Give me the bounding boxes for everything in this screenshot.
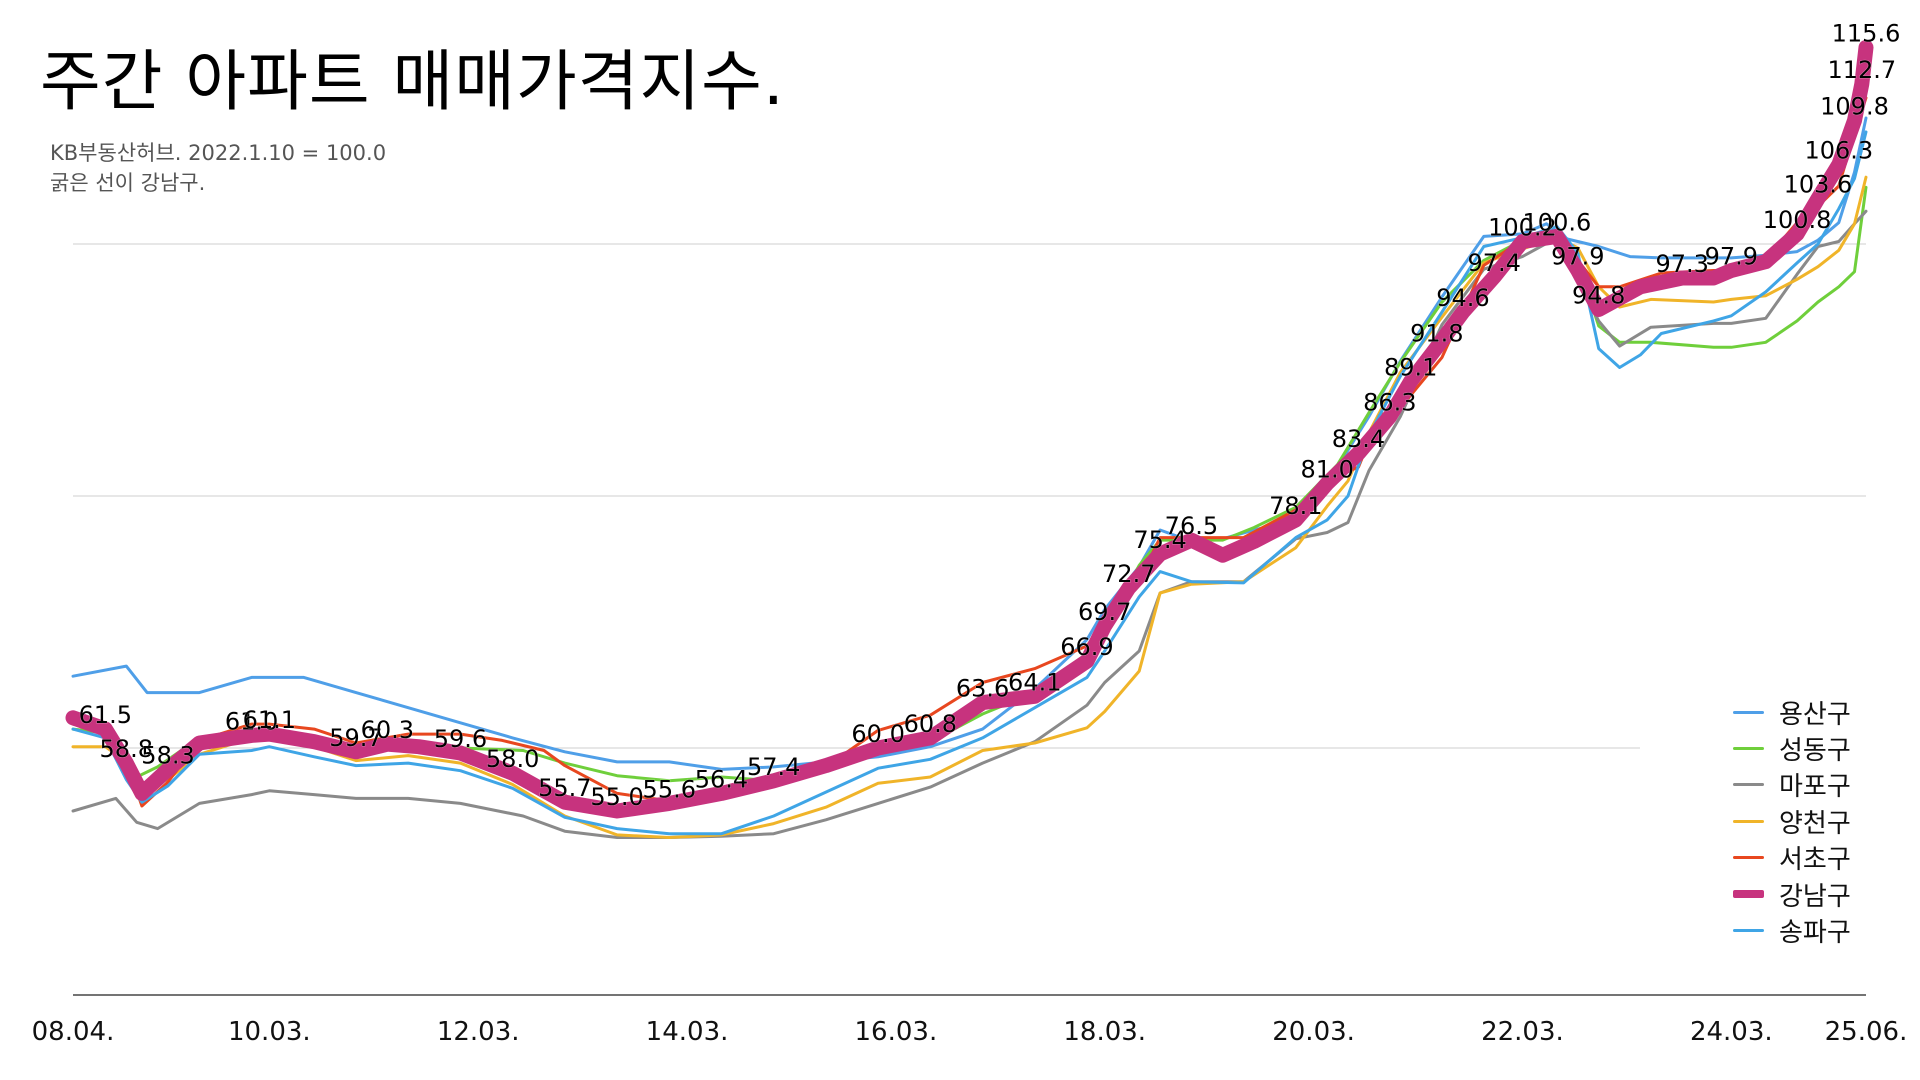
data-label: 60.3: [361, 716, 414, 744]
legend-label: 강남구: [1779, 881, 1851, 912]
legend-item: 송파구: [1733, 912, 1851, 948]
data-label: 109.8: [1820, 93, 1889, 121]
data-label: 59.6: [434, 725, 487, 753]
legend-item: 강남구: [1733, 876, 1851, 912]
legend-item: 마포구: [1733, 767, 1851, 803]
legend-label: 성동구: [1779, 736, 1851, 767]
data-label: 61.1: [243, 706, 296, 734]
x-tick-label: 08.04.: [32, 1017, 115, 1047]
data-label: 94.6: [1436, 284, 1489, 312]
data-label: 89.1: [1384, 353, 1437, 381]
data-label: 55.0: [590, 783, 643, 811]
data-label: 60.0: [851, 720, 904, 748]
data-label: 57.4: [747, 753, 800, 781]
data-label: 106.3: [1804, 137, 1873, 165]
data-label: 61.5: [79, 701, 132, 729]
legend-item: 서초구: [1733, 840, 1851, 876]
x-tick-label: 16.03.: [855, 1017, 938, 1047]
legend-label: 양천구: [1779, 808, 1851, 839]
data-label: 115.6: [1832, 19, 1901, 47]
data-label: 103.6: [1784, 171, 1853, 199]
data-label: 64.1: [1008, 668, 1061, 696]
data-label: 94.8: [1572, 282, 1625, 310]
data-label: 76.5: [1165, 512, 1218, 540]
legend-swatch: [1733, 890, 1764, 899]
data-label: 112.7: [1827, 56, 1896, 84]
x-tick-label: 24.03.: [1690, 1017, 1773, 1047]
data-label: 83.4: [1332, 425, 1385, 453]
data-label: 78.1: [1269, 492, 1322, 520]
legend-swatch: [1733, 710, 1764, 714]
legend-label: 송파구: [1779, 918, 1851, 949]
data-label: 97.3: [1655, 250, 1708, 278]
series-line-강남구: [65, 39, 1874, 819]
data-label: 59.7: [329, 724, 382, 752]
data-label: 100.6: [1523, 208, 1592, 236]
legend-label: 서초구: [1779, 845, 1851, 876]
data-label: 66.9: [1060, 633, 1113, 661]
series-line-마포구: [71, 209, 1868, 839]
x-tick-label: 18.03.: [1063, 1017, 1146, 1047]
data-label: 58.0: [486, 745, 539, 773]
legend-item: 성동구: [1733, 730, 1851, 766]
data-label: 100.8: [1763, 206, 1832, 234]
data-label: 97.9: [1551, 242, 1604, 270]
x-tick-label: 12.03.: [437, 1017, 520, 1047]
series-line-송파구: [71, 130, 1868, 836]
x-tick-label: 14.03.: [646, 1017, 729, 1047]
data-label: 75.4: [1133, 526, 1186, 554]
legend-swatch: [1733, 747, 1764, 751]
series-line-용산구: [71, 116, 1868, 771]
data-label: 56.4: [695, 765, 748, 793]
data-label: 100.2: [1488, 213, 1557, 241]
data-label: 97.9: [1705, 242, 1758, 270]
x-tick-label: 20.03.: [1272, 1017, 1355, 1047]
data-label: 63.6: [956, 675, 1009, 703]
data-label: 69.7: [1078, 598, 1131, 626]
legend-swatch: [1733, 819, 1764, 823]
legend-item: 용산구: [1733, 694, 1851, 730]
legend-item: 양천구: [1733, 803, 1851, 839]
subtitle-source: KB부동산허브. 2022.1.10 = 100.0: [50, 141, 387, 165]
legend-swatch: [1733, 783, 1764, 787]
chart-subtitle: KB부동산허브. 2022.1.10 = 100.0 굵은 선이 강남구.: [50, 138, 386, 198]
data-label: 97.4: [1468, 249, 1521, 277]
chart-title: 주간 아파트 매매가격지수.: [40, 43, 785, 120]
legend-label: 용산구: [1779, 699, 1851, 730]
x-tick-label: 10.03.: [228, 1017, 311, 1047]
legend-swatch: [1733, 856, 1764, 860]
subtitle-note: 굵은 선이 강남구.: [50, 171, 206, 195]
legend-swatch: [1733, 929, 1764, 933]
data-label: 81.0: [1300, 455, 1353, 483]
data-label: 61.0: [225, 707, 278, 735]
data-label: 72.7: [1102, 560, 1155, 588]
legend-label: 마포구: [1779, 772, 1851, 803]
data-label: 58.8: [100, 735, 153, 763]
data-label: 58.3: [141, 741, 194, 769]
data-label: 55.6: [643, 775, 696, 803]
data-label: 91.8: [1410, 319, 1463, 347]
x-tick-label: 22.03.: [1481, 1017, 1564, 1047]
data-label: 86.3: [1363, 389, 1416, 417]
x-tick-label: 25.06.: [1825, 1017, 1908, 1047]
data-label: 55.7: [538, 774, 591, 802]
data-label: 60.8: [904, 710, 957, 738]
